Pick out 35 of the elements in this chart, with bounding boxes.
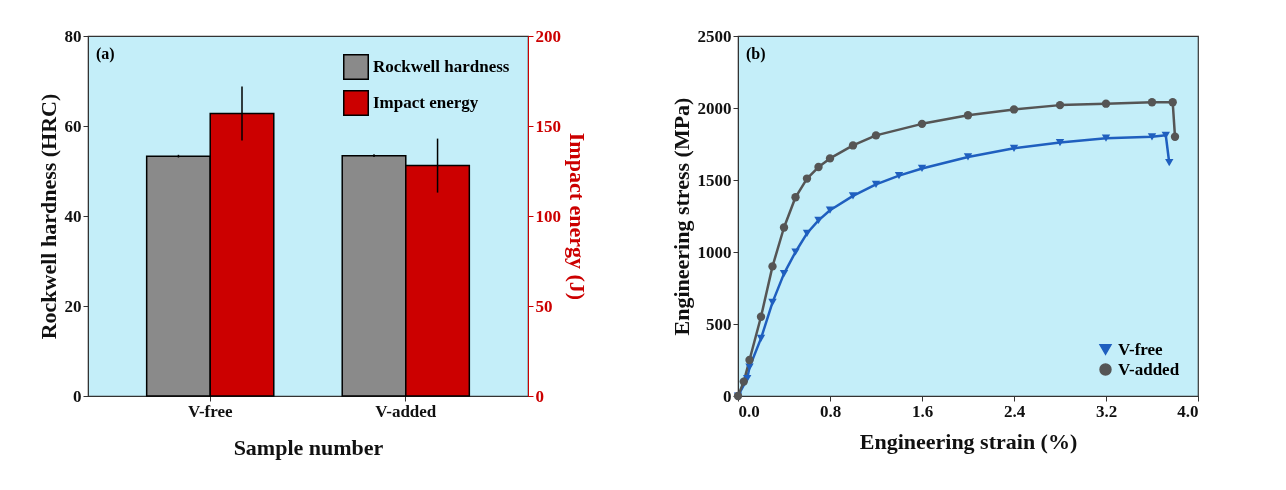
y-tick-label: 20 — [64, 296, 82, 316]
legend-label: Impact energy — [373, 93, 479, 112]
annotation: (b) — [746, 45, 766, 63]
y-axis-title: Engineering stress (MPa) — [668, 97, 694, 336]
y-tick-label: 60 — [64, 116, 82, 136]
y-tick-label: 80 — [64, 26, 82, 46]
x-tick-label: 3.2 — [1095, 401, 1118, 421]
legend-label: V-added — [1118, 359, 1180, 379]
y-tick-label: 500 — [706, 314, 732, 334]
x-tick-label: 0.8 — [819, 401, 842, 421]
legend-label: V-free — [1118, 339, 1164, 359]
x-tick-label: 4.0 — [1177, 401, 1199, 421]
y2-axis-title: Impact energy (J) — [565, 132, 590, 301]
y-tick-label: 1500 — [697, 170, 732, 190]
legend-label: Rockwell hardness — [373, 57, 510, 76]
x-tick-label: 2.4 — [1003, 401, 1026, 421]
y2-tick-label: 50 — [535, 296, 553, 316]
y2-tick-label: 150 — [535, 116, 561, 136]
y-axis-title: Rockwell hardness (HRC) — [35, 93, 61, 340]
x-tick-label: 0.0 — [738, 401, 760, 421]
y2-tick-label: 200 — [535, 26, 561, 46]
y-tick-label: 1000 — [697, 242, 732, 262]
x-tick-label: 1.6 — [911, 401, 934, 421]
x-axis-title: Sample number — [233, 434, 384, 460]
y-tick-label: 0 — [723, 386, 732, 406]
y-tick-label: 2000 — [697, 98, 732, 118]
y-tick-label: 0 — [73, 386, 82, 406]
x-tick-label: V-free — [187, 401, 234, 421]
y2-tick-label: 0 — [535, 386, 544, 406]
annotation: (a) — [96, 45, 115, 63]
y2-tick-label: 100 — [535, 206, 561, 226]
x-axis-title: Engineering strain (%) — [859, 428, 1078, 454]
y-tick-label: 2500 — [697, 26, 732, 46]
x-tick-label: V-added — [375, 401, 437, 421]
y-tick-label: 40 — [64, 206, 82, 226]
